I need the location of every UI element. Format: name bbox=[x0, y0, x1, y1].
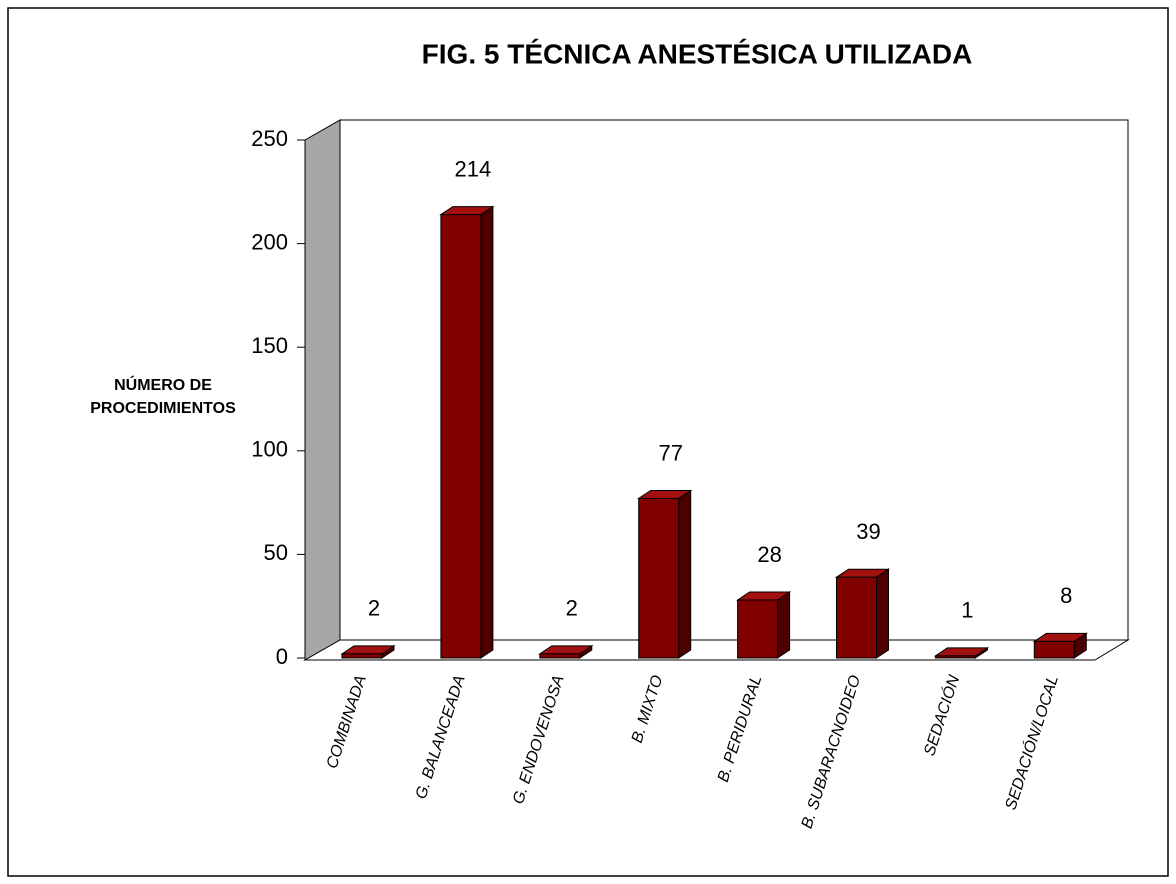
bar bbox=[934, 655, 976, 659]
chart-title: FIG. 5 TÉCNICA ANESTÉSICA UTILIZADA bbox=[422, 38, 973, 69]
value-label: 214 bbox=[455, 156, 492, 181]
y-tick-label: 150 bbox=[251, 333, 288, 358]
value-label: 28 bbox=[757, 542, 781, 567]
value-label: 39 bbox=[856, 519, 880, 544]
floor bbox=[303, 639, 1130, 661]
value-label: 77 bbox=[658, 440, 682, 465]
bar bbox=[341, 653, 383, 659]
y-axis-label: PROCEDIMIENTOS bbox=[90, 400, 236, 417]
value-label: 1 bbox=[961, 598, 973, 623]
bar-side bbox=[678, 489, 692, 659]
y-tick-label: 200 bbox=[251, 229, 288, 254]
y-axis-label: NÚMERO DE bbox=[114, 375, 212, 394]
bar-side bbox=[777, 591, 791, 659]
y-tick-label: 250 bbox=[251, 126, 288, 151]
bar bbox=[440, 214, 482, 659]
y-tick-label: 0 bbox=[276, 644, 288, 669]
bar bbox=[836, 576, 877, 659]
value-label: 8 bbox=[1060, 583, 1072, 608]
bar bbox=[638, 497, 680, 659]
y-tick-label: 100 bbox=[251, 437, 288, 462]
bar-side bbox=[876, 568, 889, 659]
value-label: 2 bbox=[566, 596, 578, 621]
side-wall bbox=[304, 119, 341, 661]
y-tick-label: 50 bbox=[264, 540, 288, 565]
bar bbox=[1033, 640, 1075, 659]
bar bbox=[539, 653, 581, 659]
bar-side bbox=[480, 205, 494, 659]
value-label: 2 bbox=[368, 596, 380, 621]
bar bbox=[737, 599, 779, 659]
